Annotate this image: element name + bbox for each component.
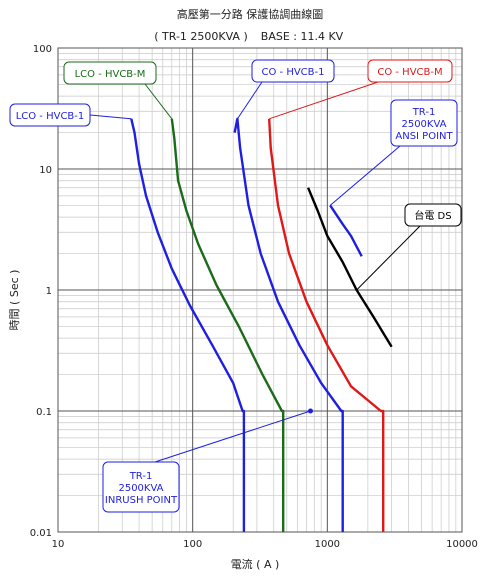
curve-tr-1-2500kva-ansi-point (329, 204, 363, 257)
callout-box (9, 103, 91, 127)
callout-text: TR-1 (129, 471, 153, 482)
x-tick-label: 10000 (446, 539, 478, 550)
callout-text: LCO - HVCB-1 (16, 111, 85, 122)
callout-text: 2500KVA (118, 483, 163, 494)
ticks: 10 100 1000 10000 0.01 0.1 1 10 100 (30, 44, 478, 550)
annotation-callout: LCO - HVCB-M (63, 61, 173, 120)
callout-text: 台電 DS (414, 209, 451, 222)
callout-leader-line (89, 114, 132, 120)
callout-leader-line (356, 225, 421, 291)
callout-box (404, 203, 462, 227)
callout-text: 2500KVA (401, 119, 446, 130)
callout-text: CO - HVCB-1 (262, 67, 325, 78)
y-tick-label: 0.1 (36, 407, 52, 418)
x-tick-label: 1000 (315, 539, 340, 550)
curve-lco-hvcb-m (170, 118, 285, 532)
chart-title: 高壓第一分路 保護協調曲線圖 (177, 7, 324, 21)
y-tick-label: 1 (46, 286, 52, 297)
x-axis-label: 電流 ( A ) (231, 557, 280, 571)
callout-text: CO - HVCB-M (377, 67, 442, 78)
callout-leader-line (144, 83, 173, 120)
callout-leader-line (235, 81, 263, 122)
curves (130, 117, 393, 532)
callout-text: LCO - HVCB-M (75, 69, 146, 80)
y-axis-label: 時間 ( Sec ) (8, 270, 21, 331)
callout-box (251, 59, 335, 83)
x-tick-label: 100 (183, 539, 202, 550)
x-tick-label: 10 (52, 539, 65, 550)
annotation-callout: LCO - HVCB-1 (9, 103, 132, 127)
callout-text: TR-1 (412, 107, 436, 118)
annotation-callout: CO - HVCB-1 (235, 59, 335, 122)
y-tick-label: 0.01 (30, 528, 52, 539)
curve-co-hvcb-1 (233, 117, 344, 532)
callout-text: INRUSH POINT (105, 495, 178, 506)
callout-leader-line (329, 145, 401, 206)
y-tick-label: 10 (39, 165, 52, 176)
callout-box (63, 61, 157, 85)
callout-leader-line (154, 410, 311, 463)
callout-box (390, 99, 458, 147)
curve-taipower-ds (306, 187, 393, 348)
callout-text: ANSI POINT (395, 131, 453, 142)
annotation-callout: 台電 DS (356, 203, 462, 291)
callout-leader-line (269, 81, 379, 120)
annotation-callout: CO - HVCB-M (269, 59, 453, 120)
curve-lco-hvcb-1 (130, 118, 246, 532)
chart-subtitle-right: BASE : 11.4 KV (261, 30, 344, 43)
callout-box (367, 59, 453, 83)
curve-co-hvcb-m (268, 118, 385, 532)
callout-box (102, 461, 180, 513)
chart-subtitle-left: ( TR-1 2500KVA ) (154, 30, 248, 43)
annotations: LCO - HVCB-M CO - HVCB-1 CO - HVCB-M LCO - … (9, 59, 462, 513)
y-tick-label: 100 (33, 44, 52, 55)
